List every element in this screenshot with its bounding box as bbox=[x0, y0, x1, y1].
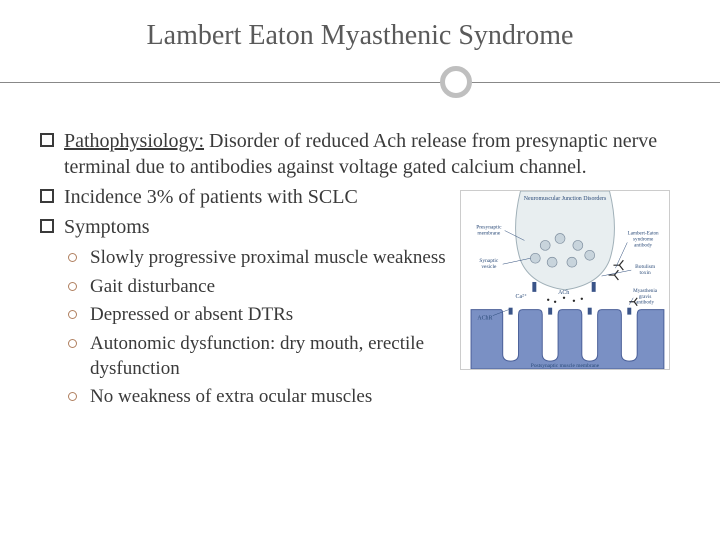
circle-bullet-icon bbox=[68, 282, 77, 291]
symptom-text: Autonomic dysfunction: dry mouth, erecti… bbox=[90, 333, 424, 379]
title-circle-icon bbox=[440, 66, 472, 98]
circle-bullet-icon bbox=[68, 310, 77, 319]
content-area: Pathophysiology: Disorder of reduced Ach… bbox=[40, 128, 680, 410]
vesicle-icon bbox=[573, 241, 583, 251]
list-item: No weakness of extra ocular muscles bbox=[64, 385, 504, 410]
symptom-text: Slowly progressive proximal muscle weakn… bbox=[90, 247, 446, 268]
list-item: Autonomic dysfunction: dry mouth, erecti… bbox=[64, 332, 504, 381]
vesicle-icon bbox=[555, 234, 565, 244]
symptoms-list: Slowly progressive proximal muscle weakn… bbox=[64, 246, 504, 410]
list-item: Gait disturbance bbox=[64, 275, 504, 300]
vesicle-icon bbox=[540, 241, 550, 251]
incidence-text: Incidence 3% of patients with SCLC bbox=[64, 186, 358, 208]
square-bullet-icon bbox=[40, 133, 54, 147]
title-block: Lambert Eaton Myasthenic Syndrome bbox=[40, 20, 680, 98]
list-item: Depressed or absent DTRs bbox=[64, 303, 504, 328]
ca-channel-icon bbox=[532, 282, 536, 292]
nmj-diagram: Neuromuscular Junction Disorders Presyna… bbox=[460, 190, 670, 370]
label-vesicle: Synapticvesicle bbox=[479, 258, 499, 270]
slide: Lambert Eaton Myasthenic Syndrome Pathop… bbox=[0, 0, 720, 540]
vesicle-icon bbox=[530, 253, 540, 263]
circle-bullet-icon bbox=[68, 392, 77, 401]
circle-bullet-icon bbox=[68, 339, 77, 348]
patho-label: Pathophysiology: bbox=[64, 130, 204, 152]
label-ca: Ca²⁺ bbox=[516, 293, 527, 300]
vesicle-icon bbox=[567, 257, 577, 267]
symptoms-label: Symptoms bbox=[64, 216, 150, 238]
vesicle-icon bbox=[585, 250, 595, 260]
square-bullet-icon bbox=[40, 189, 54, 203]
ca-channel-icon bbox=[592, 282, 596, 292]
symptom-text: Depressed or absent DTRs bbox=[90, 304, 293, 325]
vesicle-icon bbox=[547, 257, 557, 267]
title-rule bbox=[40, 66, 680, 98]
presynaptic-terminal bbox=[516, 191, 615, 290]
title-line bbox=[0, 82, 720, 83]
label-achr: AChR bbox=[477, 316, 492, 322]
symptom-text: Gait disturbance bbox=[90, 276, 215, 297]
page-title: Lambert Eaton Myasthenic Syndrome bbox=[40, 20, 680, 66]
label-presynaptic: Presynapticmembrane bbox=[476, 225, 502, 237]
symptom-text: No weakness of extra ocular muscles bbox=[90, 386, 372, 407]
nmj-svg: Neuromuscular Junction Disorders Presyna… bbox=[461, 191, 669, 369]
diagram-title: Neuromuscular Junction Disorders bbox=[524, 196, 607, 202]
label-postsyn: Postsynaptic muscle membrane bbox=[531, 363, 600, 369]
circle-bullet-icon bbox=[68, 253, 77, 262]
list-item: Slowly progressive proximal muscle weakn… bbox=[64, 246, 504, 271]
square-bullet-icon bbox=[40, 219, 54, 233]
bullet-pathophysiology: Pathophysiology: Disorder of reduced Ach… bbox=[40, 128, 680, 180]
label-ach: ACh bbox=[558, 290, 569, 296]
